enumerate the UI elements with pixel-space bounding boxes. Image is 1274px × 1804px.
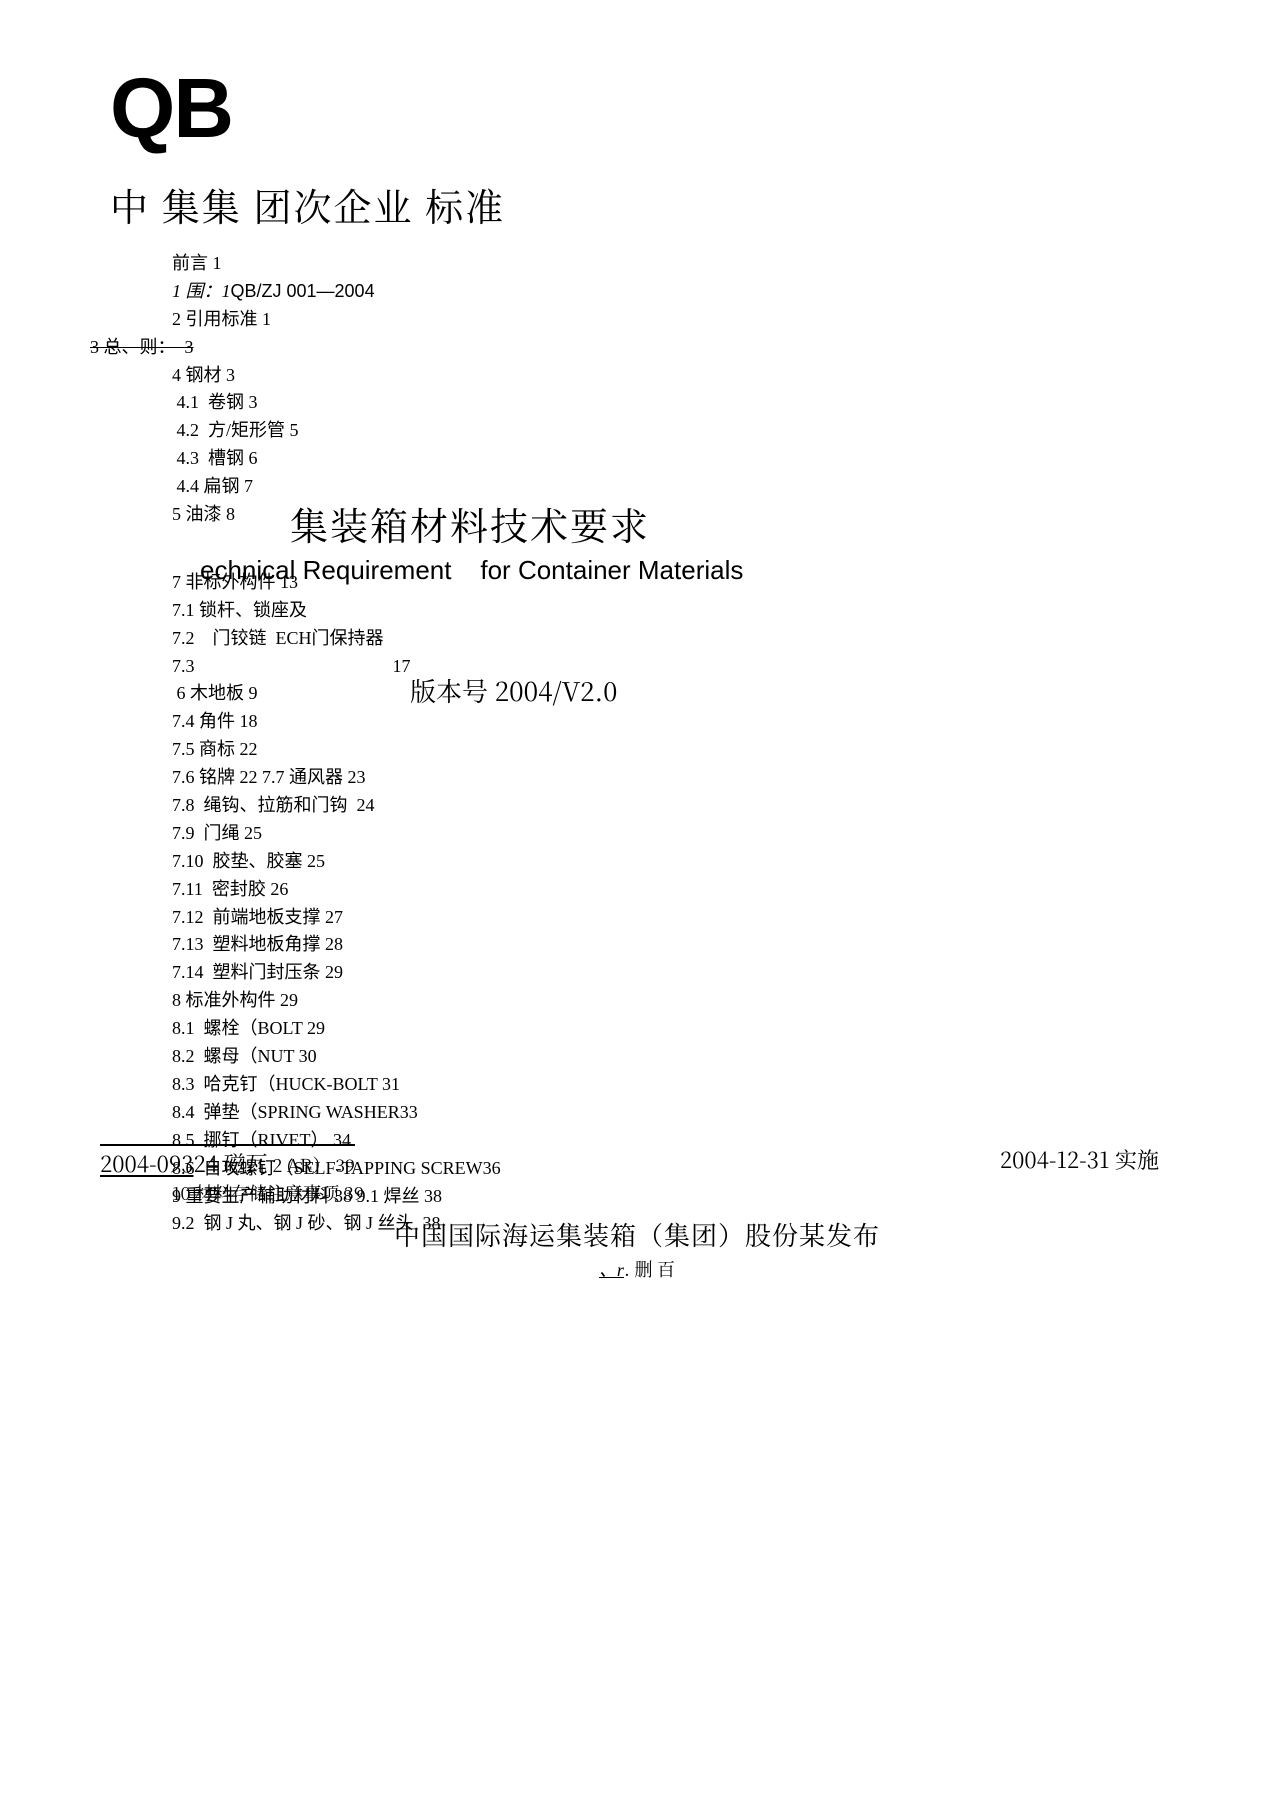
toc-row-21: 7.10 胶垫、胶塞 25 bbox=[172, 848, 1164, 876]
toc-row-30: 8.4 弹垫（SPRING WASHER33 bbox=[172, 1099, 1164, 1127]
toc-row-15: 6 木地板 9 bbox=[172, 680, 1164, 708]
toc-row-3: 3 总、则： 3 bbox=[172, 334, 1164, 362]
toc-row-12: 7.1 锁杆、锁座及 bbox=[172, 597, 1164, 625]
toc-row-25: 7.14 塑料门封压条 29 bbox=[172, 959, 1164, 987]
toc-row-24: 7.13 塑料地板角撑 28 bbox=[172, 931, 1164, 959]
toc-row-20: 7.9 门绳 25 bbox=[172, 820, 1164, 848]
table-of-contents: 前言 11 围：1QB/ZJ 001—20042 引用标准 13 总、则： 34… bbox=[172, 250, 1164, 1238]
doc-title-en: echnical Requirement for Container Mater… bbox=[200, 555, 743, 586]
logo-qb: QB bbox=[110, 60, 1164, 157]
toc-row-26: 8 标准外构件 29 bbox=[172, 987, 1164, 1015]
toc-row-14: 7.3 17 bbox=[172, 653, 1164, 681]
toc-row-2: 2 引用标准 1 bbox=[172, 306, 1164, 334]
issue-date-part-b: 24 磁瓦 bbox=[193, 1148, 267, 1179]
doc-title-cn: 集装箱材料技术要求 bbox=[290, 496, 650, 551]
issuer-line: 中国国际海运集装箱（集团）股份某发布 bbox=[0, 1216, 1274, 1253]
toc-row-17: 7.5 商标 22 bbox=[172, 736, 1164, 764]
toc-row-28: 8.2 螺母（NUT 30 bbox=[172, 1043, 1164, 1071]
toc-row-16: 7.4 角件 18 bbox=[172, 708, 1164, 736]
toc-row-0: 前言 1 bbox=[172, 250, 1164, 278]
toc-row-7: 4.3 槽钢 6 bbox=[172, 445, 1164, 473]
footer-fragment-a: 、r bbox=[599, 1260, 624, 1280]
doc-title-en-right: for Container Materials bbox=[480, 555, 743, 585]
toc-row-22: 7.11 密封胶 26 bbox=[172, 876, 1164, 904]
effective-date: 2004-12-31 实施 bbox=[1000, 1144, 1159, 1175]
toc-row-19: 7.8 绳钩、拉筋和门钩 24 bbox=[172, 792, 1164, 820]
version-label: 版本号 2004/V2.0 bbox=[410, 672, 617, 709]
issue-date-part-c: 2 AR） 39 bbox=[268, 1152, 355, 1178]
toc-row-4: 4 钢材 3 bbox=[172, 362, 1164, 390]
toc-row-5: 4.1 卷钢 3 bbox=[172, 389, 1164, 417]
toc-item-storage-notes: 10 材料存储注意事项 39 bbox=[172, 1180, 364, 1206]
toc-row-23: 7.12 前端地板支撑 27 bbox=[172, 904, 1164, 932]
footer-fragment: 、r. 删 百 bbox=[0, 1256, 1274, 1282]
toc-row-6: 4.2 方/矩形管 5 bbox=[172, 417, 1164, 445]
enterprise-standard-title: 中 集集 团次企业 标准 bbox=[110, 177, 1164, 232]
toc-row-18: 7.6 铭牌 22 7.7 通风器 23 bbox=[172, 764, 1164, 792]
document-page: QB 中 集集 团次企业 标准 前言 11 围：1QB/ZJ 001—20042… bbox=[0, 0, 1274, 1804]
toc-row-1: 1 围：1QB/ZJ 001—2004 bbox=[172, 278, 1164, 306]
toc-row-29: 8.3 哈克钉（HUCK-BOLT 31 bbox=[172, 1071, 1164, 1099]
toc-row-27: 8.1 螺栓（BOLT 29 bbox=[172, 1015, 1164, 1043]
footer-fragment-b: . 删 百 bbox=[624, 1256, 675, 1282]
toc-row-13: 7.2 门铰链 ECH门保持器 bbox=[172, 625, 1164, 653]
doc-title-en-left: echnical Requirement bbox=[200, 555, 451, 585]
issue-date: 2004-09324 磁瓦 2 AR） 39 bbox=[100, 1144, 355, 1179]
issue-date-part-a: 2004-093 bbox=[100, 1148, 193, 1179]
